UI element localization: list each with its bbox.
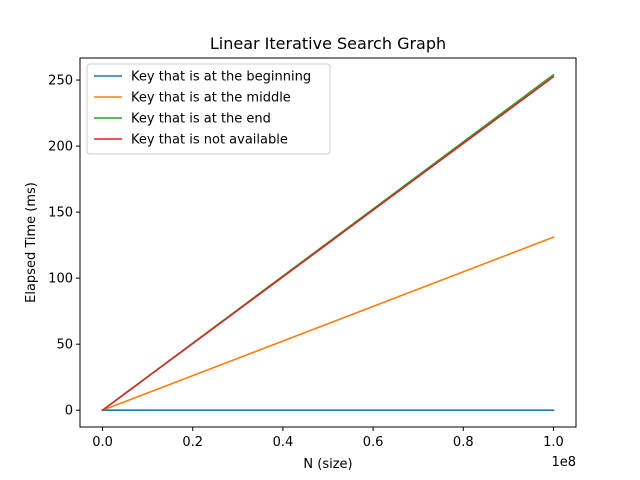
series-layer (101, 73, 555, 412)
y-tick-label: 100 (48, 272, 73, 287)
x-axis-offset-label: 1e8 (551, 455, 576, 470)
x-axis-ticks: 0.0 0.2 0.4 0.6 0.8 1.0 (92, 427, 564, 450)
x-tick-label: 0.2 (182, 435, 203, 450)
y-tick-label: 250 (48, 74, 73, 89)
y-axis-ticks: 0 50 100 150 200 250 (48, 74, 80, 419)
x-tick-label: 0.8 (453, 435, 474, 450)
plot-frame (79, 57, 577, 428)
y-tick-label: 0 (65, 404, 73, 419)
series-line-4 (101, 75, 555, 412)
y-axis-label: Elapsed Time (ms) (24, 182, 39, 303)
legend-label-4: Key that is not available (131, 133, 288, 148)
x-tick-label: 0.6 (363, 435, 384, 450)
series-line-2 (101, 236, 555, 412)
legend: Key that is at the beginning Key that is … (86, 63, 331, 155)
y-tick-label: 150 (48, 206, 73, 221)
legend-box (86, 63, 331, 155)
legend-label-2: Key that is at the middle (131, 91, 291, 106)
legend-entries: Key that is at the beginning Key that is … (94, 70, 311, 148)
x-tick-label: 0.0 (92, 435, 113, 450)
x-tick-label: 0.4 (273, 435, 294, 450)
legend-label-1: Key that is at the beginning (131, 70, 311, 85)
x-axis-label: N (size) (303, 457, 352, 472)
chart-title: Linear Iterative Search Graph (210, 34, 446, 53)
x-tick-label: 1.0 (543, 435, 564, 450)
legend-label-3: Key that is at the end (131, 112, 271, 127)
y-tick-label: 200 (48, 140, 73, 155)
y-tick-label: 50 (56, 338, 73, 353)
